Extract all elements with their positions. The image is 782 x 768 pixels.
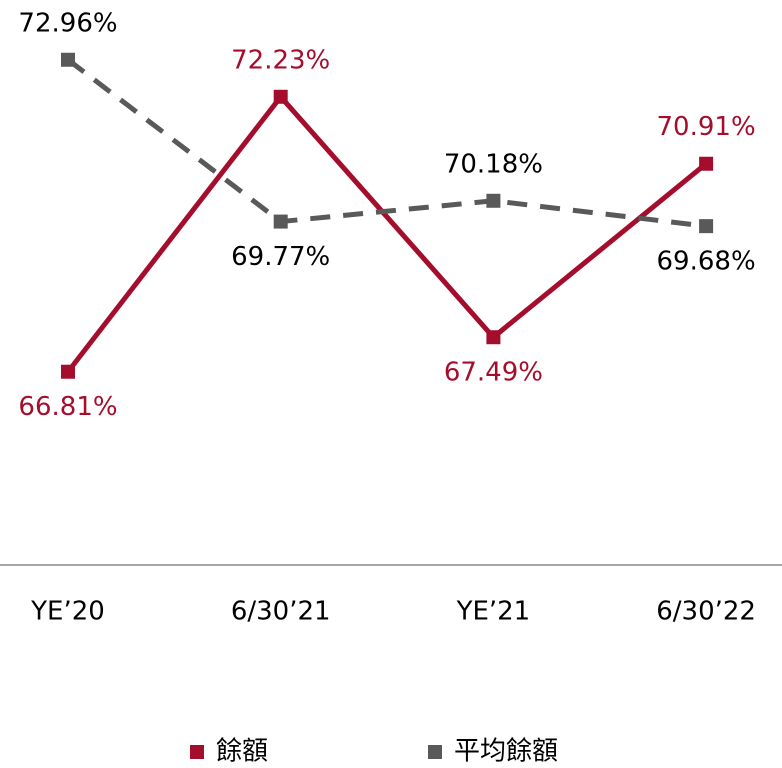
x-tick-label: 6/30’22 <box>656 597 756 627</box>
data-label: 72.23% <box>231 45 330 75</box>
series-line <box>66 57 707 229</box>
marker <box>61 364 75 379</box>
x-tick-label: 6/30’21 <box>231 597 331 627</box>
marker <box>699 156 714 171</box>
legend-label: 餘額 <box>216 737 268 767</box>
marker <box>273 214 288 229</box>
data-label: 66.81% <box>18 392 117 422</box>
marker <box>699 219 714 234</box>
data-label: 69.77% <box>231 242 330 272</box>
series-line <box>66 92 708 374</box>
marker <box>486 193 501 208</box>
legend-swatch <box>190 745 204 759</box>
data-label: 72.96% <box>18 8 117 38</box>
legend-label: 平均餘額 <box>454 737 558 767</box>
marker <box>486 330 501 345</box>
x-tick-label: YE’20 <box>30 597 105 627</box>
data-label: 67.49% <box>444 358 543 388</box>
data-label: 70.18% <box>444 149 543 179</box>
x-tick-label: YE’21 <box>456 597 531 627</box>
data-label: 69.68% <box>657 247 756 277</box>
data-label: 70.91% <box>657 112 756 142</box>
marker <box>61 52 75 67</box>
marker <box>273 89 288 104</box>
legend-swatch <box>428 745 442 759</box>
